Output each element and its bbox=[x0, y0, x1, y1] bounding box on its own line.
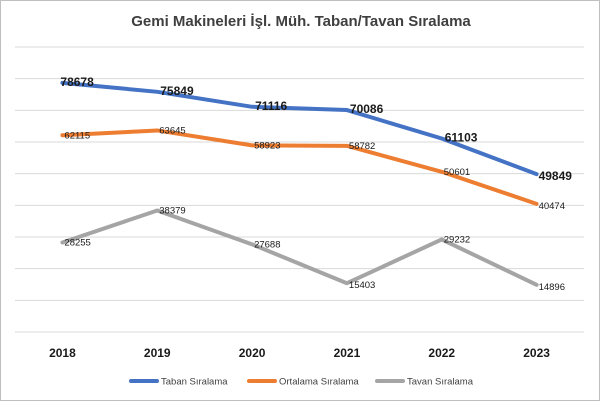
data-label: 58782 bbox=[349, 141, 375, 152]
x-tick-label: 2018 bbox=[49, 346, 76, 360]
data-label: 58923 bbox=[254, 140, 280, 151]
x-tick-label: 2023 bbox=[523, 346, 550, 360]
data-label: 29232 bbox=[444, 234, 470, 245]
gridlines bbox=[15, 46, 584, 333]
data-label: 40474 bbox=[539, 201, 565, 212]
data-label: 15403 bbox=[349, 280, 375, 291]
data-label: 71116 bbox=[255, 99, 287, 113]
x-tick-label: 2020 bbox=[239, 346, 266, 360]
data-label: 27688 bbox=[254, 239, 280, 250]
data-label: 14896 bbox=[539, 282, 565, 293]
x-axis-ticks: 2018 2019 2020 2021 2022 2023 bbox=[49, 346, 550, 360]
data-label: 63645 bbox=[159, 125, 185, 136]
data-label: 62115 bbox=[64, 130, 90, 141]
series-line bbox=[60, 80, 539, 177]
data-label: 70086 bbox=[350, 102, 384, 116]
legend-label: Tavan Sıralama bbox=[407, 377, 474, 388]
series-line bbox=[60, 128, 539, 206]
data-label: 61103 bbox=[445, 131, 478, 145]
data-labels: 78678 75849 71116 70086 61103 49849 62115 63645… bbox=[60, 75, 572, 293]
series-line bbox=[60, 208, 539, 287]
data-label: 50601 bbox=[444, 167, 470, 178]
data-label: 38379 bbox=[159, 205, 185, 216]
data-label: 49849 bbox=[539, 169, 573, 183]
x-tick-label: 2019 bbox=[144, 346, 171, 360]
legend-label: Ortalama Sıralama bbox=[279, 377, 359, 388]
chart-title: Gemi Makineleri İşl. Müh. Taban/Tavan Sı… bbox=[131, 13, 471, 30]
legend: Taban Sıralama Ortalama Sıralama Tavan Sır… bbox=[129, 377, 474, 388]
data-label: 28255 bbox=[64, 238, 90, 249]
data-label: 78678 bbox=[60, 75, 94, 89]
data-label: 75849 bbox=[160, 84, 194, 98]
legend-label: Taban Sıralama bbox=[161, 377, 228, 388]
x-tick-label: 2022 bbox=[428, 346, 455, 360]
series-lines bbox=[60, 80, 539, 287]
x-tick-label: 2021 bbox=[334, 346, 361, 360]
